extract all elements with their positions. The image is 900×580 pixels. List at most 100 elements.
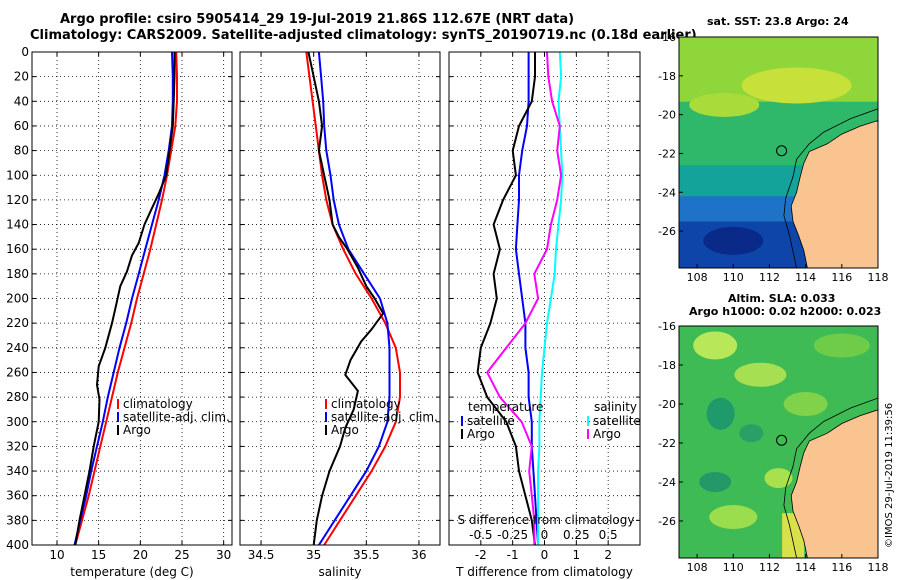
x-tick-label-secondary: 0.5 [599,528,618,542]
plot-title-line-1: Argo profile: csiro 5905414_29 19-Jul-20… [60,12,575,27]
y-tick-label: 340 [6,464,29,478]
map-x-tick-label: 110 [723,561,744,574]
map-x-tick-label: 118 [868,271,889,284]
map-y-tick-label: -18 [658,359,676,372]
sst-warm-patch [741,67,852,104]
map-x-tick-label: 114 [795,561,816,574]
x-tick-label: -1 [507,548,519,562]
y-tick-label: 160 [6,242,29,256]
plot-title-line-2: Climatology: CARS2009. Satellite-adjuste… [30,28,697,43]
map-frame [678,325,879,559]
x-tick-label: 1 [573,548,581,562]
x-tick-label: 35 [306,548,321,562]
australia-coastline [790,409,878,558]
map-y-tick-label: -16 [658,31,676,44]
x-tick-label: 34.5 [248,548,275,562]
legend-label: Argo [123,423,151,437]
map-y-tick-label: -22 [658,147,676,160]
x-tick-label-secondary: -0.25 [497,528,528,542]
legend-title-salinity: salinity [594,400,637,414]
y-tick-label: 280 [6,390,29,404]
x-axis-label: temperature (deg C) [70,565,193,579]
y-tick-label: 120 [6,193,29,207]
legend-label: climatology [123,397,193,411]
y-tick-label: 260 [6,365,29,379]
x-tick-label: -2 [475,548,487,562]
shelf-contour [783,108,878,268]
map-y-tick-label: -22 [658,437,676,450]
chart-panel-temperature: 10 15 20 25 30020406080100120140160180200220… [6,45,233,579]
sla-map-title-2: Argo h1000: 0.02 h2000: 0.023 [689,305,882,318]
sst-map: 108 110 112 114 116 118 -16 -18 -20 -22 -24 -26 [658,31,888,284]
y-tick-label: 0 [21,45,29,59]
x-tick-label-secondary: 0 [541,528,549,542]
x-tick-label: 35.5 [353,548,380,562]
legend-label: Argo [331,423,359,437]
y-tick-label: 180 [6,267,29,281]
float-position-marker [776,145,788,157]
map-x-tick-label: 108 [687,271,708,284]
map-y-tick-label: -26 [658,225,676,238]
sla-anomaly-patch [739,424,764,443]
x-axis-label: salinity [318,565,361,579]
legend-label: Argo [467,427,495,441]
series-line-salinity-satellite [537,51,564,545]
x-tick-label: 20 [133,548,148,562]
map-x-tick-label: 110 [723,271,744,284]
series-line-climatology [74,51,178,546]
sla-map-field [679,326,878,558]
y-tick-label: 300 [6,415,29,429]
sla-anomaly-patch [709,505,758,530]
chart-panel-differences: -2 -1 0 1 2 T difference from climatology temp… [448,51,641,579]
y-tick-label: 200 [6,292,29,306]
sla-anomaly-patch [783,391,828,416]
sla-anomaly-patch [706,397,735,430]
australia-coastline [790,120,878,268]
series-line-temperature-argo [476,52,536,546]
map-y-tick-label: -26 [658,515,676,528]
y-tick-label: 380 [6,513,29,527]
float-position-marker [776,434,788,446]
legend-label: satellite-adj. clim. [331,410,438,424]
x-tick-label: 15 [91,548,106,562]
x-tick-label: 36 [411,548,426,562]
sst-warm-patch [689,92,760,117]
y-tick-label: 80 [14,144,29,158]
sla-map-title-1: Altim. SLA: 0.033 [728,292,836,305]
y-tick-label: 400 [6,538,29,552]
y-tick-label: 100 [6,168,29,182]
y-tick-label: 40 [14,94,29,108]
sla-anomaly-patch [699,471,732,492]
map-y-tick-label: -24 [658,476,676,489]
sla-anomaly-patch [734,362,787,387]
sla-anomaly-patch [693,331,738,360]
x-axis-label: T difference from climatology [455,565,633,579]
sst-map-title: sat. SST: 23.8 Argo: 24 [707,15,849,28]
legend-label: climatology [331,397,401,411]
series-line-argo [74,52,176,546]
map-y-tick-label: -20 [658,398,676,411]
y-tick-label: 360 [6,489,29,503]
x-tick-label: 0 [541,548,549,562]
map-x-tick-label: 108 [687,561,708,574]
y-tick-label: 60 [14,119,29,133]
sst-cold-patch [703,226,764,255]
map-x-tick-label: 116 [831,561,852,574]
map-y-tick-label: -18 [658,70,676,83]
imos-timestamp: ©IMOS 29-Jul-2019 11:39:56 [884,402,895,548]
y-tick-label: 220 [6,316,29,330]
map-x-tick-label: 112 [759,271,780,284]
map-x-tick-label: 114 [795,271,816,284]
sst-map-field [679,37,878,268]
map-frame [678,36,879,269]
x-tick-label: 25 [174,548,189,562]
map-y-tick-label: -24 [658,186,676,199]
x-tick-label: 10 [49,548,64,562]
x-axis-label-secondary: S difference from climatology [458,513,635,527]
y-tick-label: 240 [6,341,29,355]
sla-anomaly-patch [813,333,870,358]
map-y-tick-label: -16 [658,320,676,333]
map-y-tick-label: -20 [658,109,676,122]
series-line-argo [307,51,385,546]
